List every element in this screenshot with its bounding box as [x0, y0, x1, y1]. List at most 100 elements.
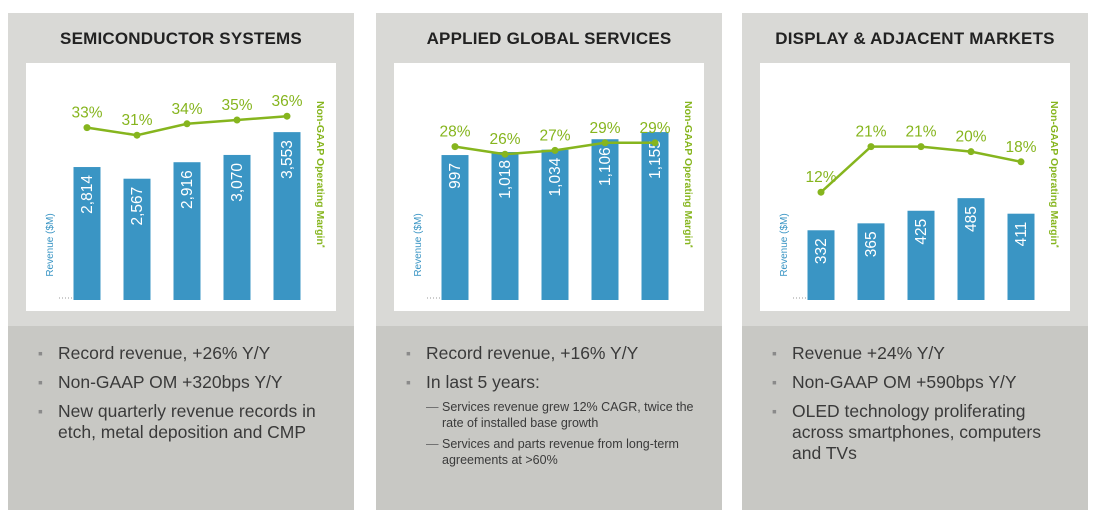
margin-value-label: 33% [71, 105, 102, 122]
bar [957, 198, 985, 300]
margin-point [651, 139, 659, 147]
margin-point [133, 131, 141, 139]
bar-value-label: 3,553 [279, 140, 296, 179]
bullet-text: Non-GAAP OM +590bps Y/Y [792, 372, 1017, 392]
bar-value-label: 1,106 [597, 147, 614, 186]
bullet-text: New quarterly revenue records in etch, m… [58, 401, 316, 442]
bullet-text: Revenue +24% Y/Y [792, 343, 945, 363]
sub-bullet-item: Services and parts revenue from long-ter… [426, 436, 706, 468]
margin-point [867, 143, 875, 151]
y2-axis-label: Non-GAAP Operating Margin* [1048, 101, 1060, 248]
chart-applied-global-services: Revenue ($M) Non-GAAP Operating Margin* 99… [394, 63, 704, 311]
bullet-list: Record revenue, +26% Y/Y Non-GAAP OM +320… [38, 343, 338, 451]
margin-point [967, 148, 975, 156]
bar [541, 149, 569, 300]
chart-display-adjacent-markets: Revenue ($M) Non-GAAP Operating Margin* 33… [760, 63, 1070, 311]
margin-value-label: 29% [639, 120, 670, 137]
chart-semiconductor-systems: Revenue ($M) Non-GAAP Operating Margin* 2,… [26, 63, 336, 311]
y2-axis-label-mark: * [1053, 245, 1060, 248]
panel-semiconductor-systems: SEMICONDUCTOR SYSTEMS Revenue ($M) Non-GA… [8, 13, 354, 510]
bullet-list: Record revenue, +16% Y/Y In last 5 years:… [406, 343, 706, 476]
margin-value-label: 27% [539, 127, 570, 144]
y-axis-label: Revenue ($M) [45, 213, 56, 276]
margin-value-label: 31% [121, 112, 152, 129]
bar [591, 139, 619, 300]
bar-value-label: 1,155 [647, 140, 664, 179]
bar [641, 132, 669, 300]
margin-point [233, 116, 241, 124]
bar [73, 167, 101, 300]
margin-value-label: 21% [905, 124, 936, 141]
margin-value-label: 36% [271, 93, 302, 110]
bullet-text: Record revenue, +26% Y/Y [58, 343, 271, 363]
bar [273, 132, 301, 300]
bar-value-label: 1,018 [497, 160, 514, 199]
y-axis-label: Revenue ($M) [413, 213, 424, 276]
margin-point [451, 143, 459, 151]
y2-axis-label-mark: * [319, 245, 326, 248]
margin-value-label: 35% [221, 97, 252, 114]
y-axis-label: Revenue ($M) [779, 213, 790, 276]
margin-point [817, 188, 825, 196]
sub-bullet-item: Services revenue grew 12% CAGR, twice th… [426, 399, 706, 431]
bullet-item: Revenue +24% Y/Y [772, 343, 1072, 364]
chart-svg: Revenue ($M) Non-GAAP Operating Margin* 2,… [45, 93, 326, 300]
bar-value-label: 2,567 [129, 187, 146, 226]
bar [857, 223, 885, 300]
bar [907, 210, 935, 300]
margin-line [820, 145, 1022, 194]
bullet-item: Record revenue, +26% Y/Y [38, 343, 338, 364]
margin-point [917, 143, 925, 151]
bar-value-label: 425 [913, 219, 930, 245]
margin-point [1017, 158, 1025, 166]
margin-value-label: 12% [805, 169, 836, 186]
bullet-item: Record revenue, +16% Y/Y [406, 343, 706, 364]
margin-point [183, 120, 191, 128]
margin-value-label: 34% [171, 101, 202, 118]
bullet-item: Non-GAAP OM +590bps Y/Y [772, 372, 1072, 393]
bullet-item: OLED technology proliferating across sma… [772, 401, 1072, 464]
panel-title: SEMICONDUCTOR SYSTEMS [60, 29, 302, 48]
panel-title: APPLIED GLOBAL SERVICES [426, 29, 672, 48]
bar-value-label: 3,070 [229, 163, 246, 202]
bullet-text: OLED technology proliferating across sma… [792, 401, 1041, 463]
margin-value-label: 18% [1005, 139, 1036, 156]
bar [223, 154, 251, 300]
y2-axis-label: Non-GAAP Operating Margin* [682, 101, 694, 248]
bar-value-label: 2,916 [179, 170, 196, 209]
bar-value-label: 365 [863, 231, 880, 257]
bar-value-label: 485 [963, 206, 980, 232]
bullet-item: New quarterly revenue records in etch, m… [38, 401, 338, 443]
chart-svg: Revenue ($M) Non-GAAP Operating Margin* 99… [413, 101, 694, 300]
bar [1007, 213, 1035, 300]
panel-title: DISPLAY & ADJACENT MARKETS [775, 29, 1055, 48]
bullet-list: Revenue +24% Y/Y Non-GAAP OM +590bps Y/Y O… [772, 343, 1072, 472]
bullet-item: In last 5 years: Services revenue grew 12… [406, 372, 706, 468]
bar [491, 151, 519, 300]
margin-value-label: 20% [955, 129, 986, 146]
bar [173, 162, 201, 300]
margin-point [601, 139, 609, 147]
bullet-item: Non-GAAP OM +320bps Y/Y [38, 372, 338, 393]
bullet-text: Non-GAAP OM +320bps Y/Y [58, 372, 283, 392]
y2-axis-label-mark: * [687, 245, 694, 248]
bar-value-label: 411 [1013, 222, 1030, 247]
margin-value-label: 26% [489, 131, 520, 148]
margin-point [83, 124, 91, 132]
margin-value-label: 28% [439, 124, 470, 141]
margin-point [551, 146, 559, 154]
bar-value-label: 332 [813, 238, 830, 264]
bar-value-label: 997 [447, 163, 464, 189]
margin-point [501, 150, 509, 158]
bullet-text: Record revenue, +16% Y/Y [426, 343, 639, 363]
bar [123, 178, 151, 300]
bar [441, 155, 469, 300]
margin-point [283, 112, 291, 120]
panel-display-adjacent-markets: DISPLAY & ADJACENT MARKETS Revenue ($M) N… [742, 13, 1088, 510]
chart-svg: Revenue ($M) Non-GAAP Operating Margin* 33… [779, 101, 1060, 300]
bar-value-label: 2,814 [79, 175, 96, 214]
bar-value-label: 1,034 [547, 157, 564, 196]
y2-axis-label: Non-GAAP Operating Margin* [314, 101, 326, 248]
margin-value-label: 29% [589, 120, 620, 137]
margin-value-label: 21% [855, 124, 886, 141]
